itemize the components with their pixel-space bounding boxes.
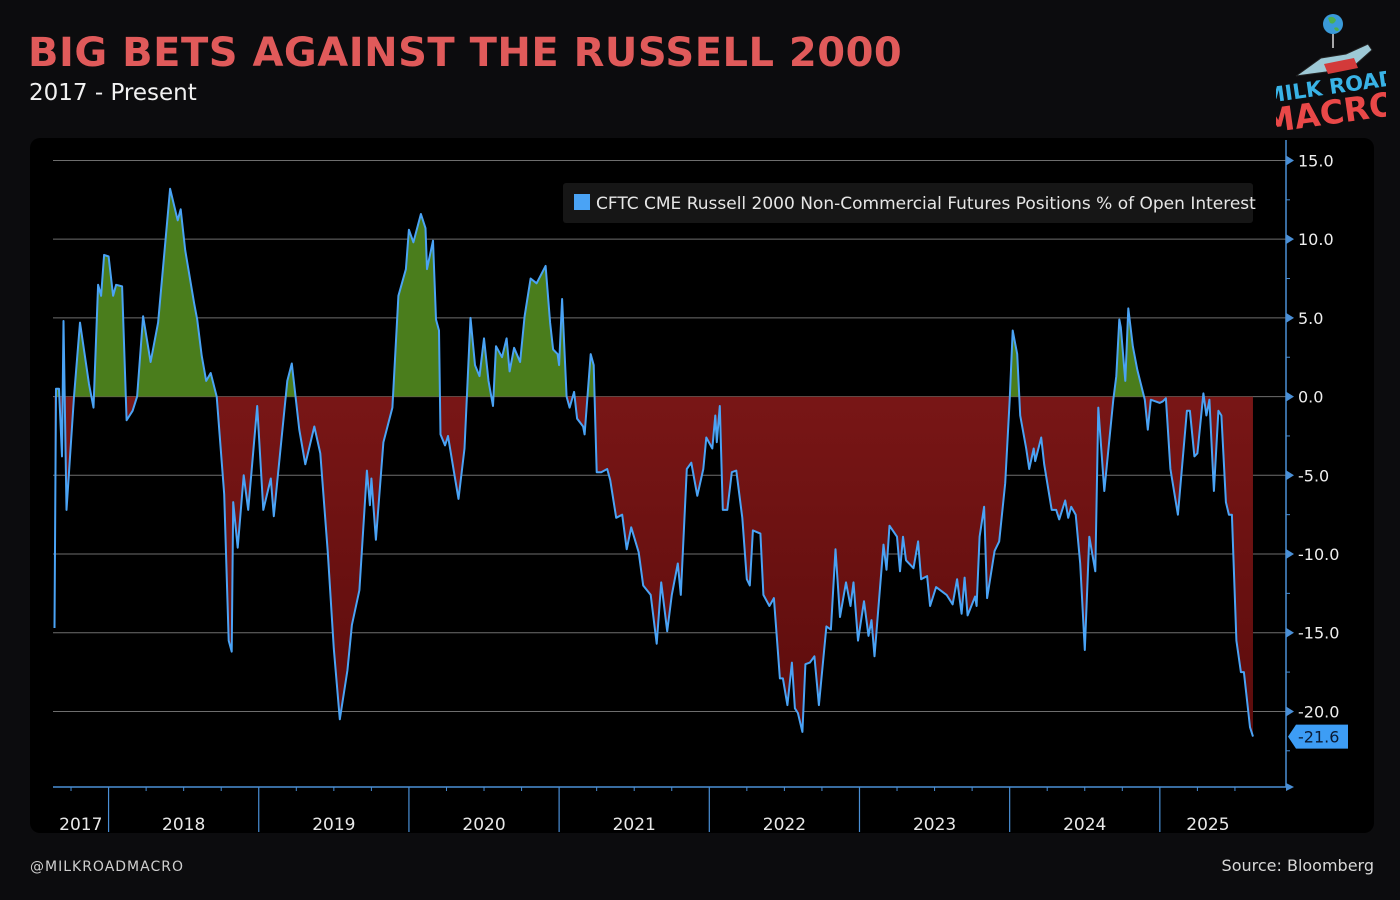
y-tick-label: 10.0 bbox=[1298, 230, 1334, 249]
y-tick-label: -20.0 bbox=[1298, 702, 1339, 721]
y-tick-label: 0.0 bbox=[1298, 388, 1323, 407]
legend-box bbox=[563, 183, 1253, 223]
footer-handle: @MILKROADMACRO bbox=[30, 859, 184, 875]
chart-title: BIG BETS AGAINST THE RUSSELL 2000 bbox=[28, 30, 903, 76]
y-tick-marker bbox=[1286, 706, 1294, 717]
y-tick-label: -15.0 bbox=[1298, 624, 1339, 643]
y-tick-marker bbox=[1286, 549, 1294, 560]
y-tick-label: -10.0 bbox=[1298, 545, 1339, 564]
axes: 15.0 10.0 5.0 0.0 -5.0 -10.0 -15.0 -20.0 2017 201… bbox=[53, 140, 1339, 835]
y-tick-label: 5.0 bbox=[1298, 309, 1323, 328]
x-tick-label: 2021 bbox=[613, 815, 656, 835]
x-tick-label: 2020 bbox=[462, 815, 505, 835]
negative-area-fill bbox=[54, 396, 1253, 737]
chart-panel bbox=[30, 138, 1374, 833]
legend-label: CFTC CME Russell 2000 Non-Commercial Fut… bbox=[596, 194, 1256, 214]
y-tick-marker bbox=[1286, 155, 1294, 166]
x-axis-end-marker bbox=[1286, 783, 1294, 791]
x-tick-label: 2019 bbox=[312, 815, 355, 835]
y-tick-marker bbox=[1286, 470, 1294, 481]
footer-source: Source: Bloomberg bbox=[1221, 856, 1374, 875]
x-tick-label: 2022 bbox=[763, 815, 806, 835]
x-tick-label: 2017 bbox=[59, 815, 102, 835]
last-value-label: -21.6 bbox=[1298, 728, 1339, 747]
last-value-tag: -21.6 bbox=[1288, 724, 1348, 749]
legend-swatch bbox=[574, 194, 590, 210]
x-tick-label: 2025 bbox=[1186, 815, 1229, 835]
y-tick-marker bbox=[1286, 627, 1294, 638]
legend: CFTC CME Russell 2000 Non-Commercial Fut… bbox=[563, 183, 1256, 223]
y-tick-marker bbox=[1286, 391, 1294, 402]
x-tick-label: 2018 bbox=[162, 815, 205, 835]
y-tick-marker bbox=[1286, 234, 1294, 245]
y-tick-label: -5.0 bbox=[1298, 466, 1329, 485]
last-value-tag-background bbox=[1288, 724, 1348, 749]
milk-road-macro-logo: MILK ROAD MACRO bbox=[1276, 14, 1386, 132]
chart-subtitle: 2017 - Present bbox=[29, 80, 197, 106]
y-tick-label: 15.0 bbox=[1298, 151, 1334, 170]
x-tick-label: 2024 bbox=[1063, 815, 1106, 835]
y-tick-marker bbox=[1286, 312, 1294, 323]
x-tick-label: 2023 bbox=[913, 815, 956, 835]
series-line bbox=[53, 187, 1254, 737]
